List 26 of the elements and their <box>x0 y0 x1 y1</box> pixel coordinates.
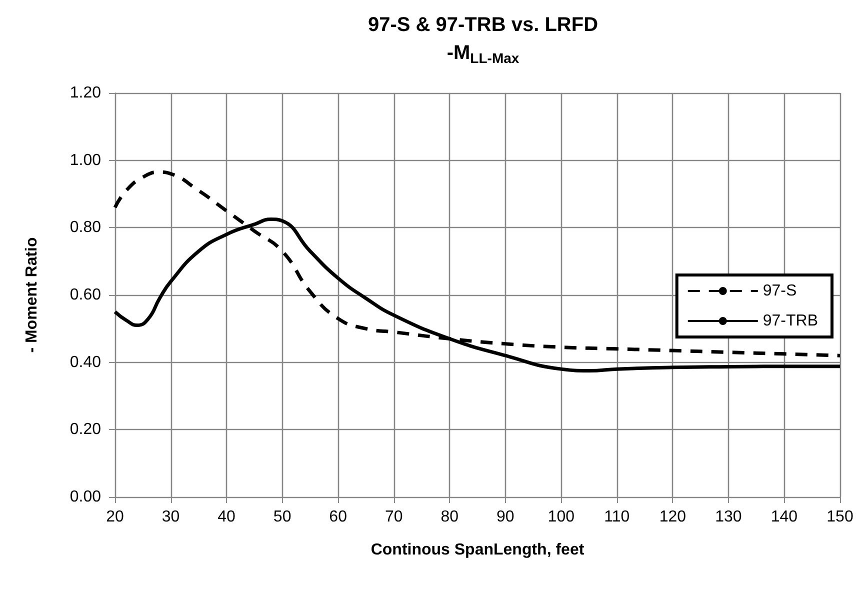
x-tick-label: 20 <box>106 508 124 526</box>
y-axis-title: - Moment Ratio <box>24 237 40 353</box>
legend-label: 97-S <box>762 282 797 300</box>
x-tick-label: 90 <box>496 508 514 526</box>
x-tick-label: 120 <box>659 508 686 526</box>
x-tick-label: 50 <box>273 508 292 526</box>
x-tick-label: 30 <box>162 508 180 526</box>
x-axis-title: Continous SpanLength, feet <box>370 542 585 558</box>
legend-label: 97-TRB <box>762 312 818 330</box>
y-tick-label: 0.40 <box>70 354 102 371</box>
y-tick-label: 0.80 <box>70 219 102 236</box>
chart-title: 97-S & 97-TRB vs. LRFD <box>368 14 598 36</box>
y-tick-label: 0.00 <box>70 488 102 506</box>
x-tick-label: 130 <box>715 508 742 526</box>
y-tick-label: 0.20 <box>70 421 102 438</box>
y-tick-label: 0.60 <box>70 286 102 304</box>
x-tick-label: 150 <box>826 508 854 526</box>
y-tick-label: 1.20 <box>70 84 102 102</box>
x-tick-label: 140 <box>770 508 798 526</box>
x-tick-label: 60 <box>329 508 348 526</box>
x-tick-label: 70 <box>384 508 403 526</box>
x-tick-label: 40 <box>218 508 236 526</box>
x-tick-label: 110 <box>604 508 630 526</box>
x-tick-label: 100 <box>548 508 575 526</box>
y-tick-label: 1.00 <box>70 152 102 169</box>
x-tick-label: 80 <box>440 508 459 526</box>
